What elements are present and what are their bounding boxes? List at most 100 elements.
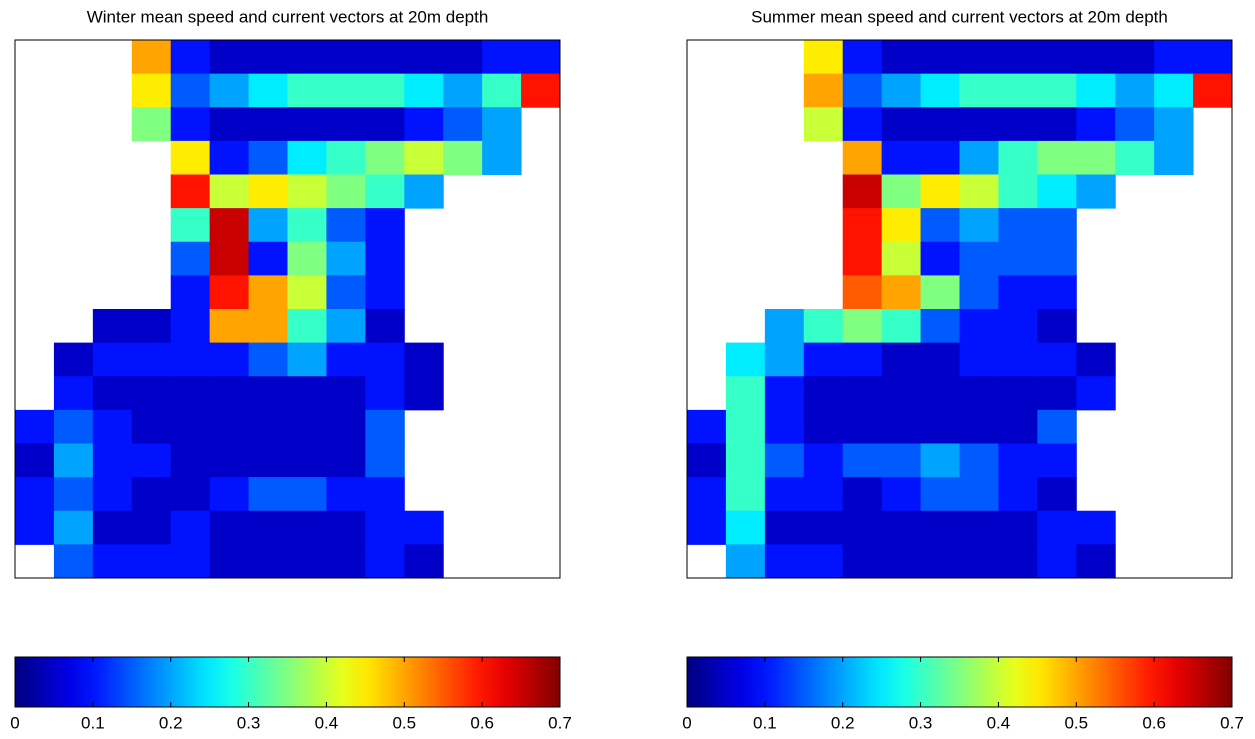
speed-cell: [920, 443, 960, 478]
speed-cell: [1076, 73, 1116, 108]
speed-cell: [842, 342, 883, 377]
speed-cell: [209, 409, 250, 444]
speed-cell: [920, 409, 960, 444]
speed-cell: [998, 443, 1038, 478]
speed-cell: [365, 409, 405, 444]
speed-cell: [1154, 73, 1194, 108]
speed-cell: [15, 510, 55, 545]
speed-cell: [170, 174, 211, 209]
colorbar-tick-label: 0: [10, 713, 19, 732]
speed-cell: [1076, 107, 1116, 142]
speed-cell: [764, 477, 805, 512]
speed-cell: [803, 342, 844, 377]
colorbar-tick-label: 0.4: [987, 713, 1011, 732]
speed-cell: [287, 477, 327, 512]
speed-cell: [1037, 309, 1077, 344]
speed-cell: [365, 140, 405, 175]
speed-cell: [920, 376, 960, 411]
speed-cell: [209, 342, 250, 377]
speed-cell: [443, 107, 483, 142]
speed-cell: [1037, 443, 1077, 478]
speed-cell: [1037, 140, 1077, 175]
speed-cell: [248, 275, 288, 310]
speed-cell: [959, 208, 999, 243]
speed-cell: [326, 544, 366, 579]
speed-cell: [326, 409, 366, 444]
colorbar-tick-label: 0.3: [237, 713, 261, 732]
speed-cell: [803, 40, 844, 75]
speed-cell: [287, 208, 327, 243]
speed-cell: [248, 477, 288, 512]
speed-cell: [1115, 140, 1155, 175]
speed-cell: [209, 376, 250, 411]
speed-cell: [959, 40, 999, 75]
speed-cell: [881, 342, 922, 377]
speed-cell: [209, 73, 250, 108]
speed-cell: [1076, 510, 1116, 545]
speed-cell: [482, 40, 522, 75]
speed-cell: [1115, 107, 1155, 142]
speed-cell: [443, 40, 483, 75]
speed-cell: [365, 510, 405, 545]
speed-cell: [998, 510, 1038, 545]
speed-cell: [248, 241, 288, 276]
speed-cell: [1037, 241, 1077, 276]
speed-cell: [287, 409, 327, 444]
speed-cell: [998, 208, 1038, 243]
speed-cell: [920, 342, 960, 377]
speed-cell: [959, 140, 999, 175]
speed-cell: [287, 73, 327, 108]
speed-cell: [1154, 40, 1194, 75]
speed-cell: [998, 107, 1038, 142]
speed-cell: [1037, 510, 1077, 545]
speed-cell: [881, 73, 922, 108]
speed-cell: [92, 443, 133, 478]
panel-title: Winter mean speed and current vectors at…: [87, 7, 489, 26]
speed-cell: [248, 443, 288, 478]
speed-cell: [764, 342, 805, 377]
speed-cell: [365, 477, 405, 512]
speed-cell: [287, 241, 327, 276]
speed-cell: [881, 443, 922, 478]
speed-cell: [92, 477, 133, 512]
speed-cell: [920, 309, 960, 344]
speed-cell: [881, 409, 922, 444]
speed-cell: [326, 510, 366, 545]
speed-cell: [326, 376, 366, 411]
panel-title: Summer mean speed and current vectors at…: [751, 7, 1168, 26]
speed-cell: [687, 443, 727, 478]
speed-cell: [881, 309, 922, 344]
speed-cell: [881, 40, 922, 75]
speed-cell: [248, 510, 288, 545]
speed-cell: [803, 309, 844, 344]
speed-cell: [1037, 208, 1077, 243]
speed-cell: [1193, 73, 1233, 108]
speed-cell: [998, 73, 1038, 108]
speed-cell: [881, 107, 922, 142]
axes-frame: [686, 39, 1233, 579]
speed-cell: [209, 544, 250, 579]
speed-cell: [1076, 140, 1116, 175]
speed-cell: [53, 544, 94, 579]
speed-cell: [170, 309, 211, 344]
speed-cell: [365, 107, 405, 142]
speed-cell: [1154, 140, 1194, 175]
speed-cell: [1076, 342, 1116, 377]
speed-cell: [842, 309, 883, 344]
speed-cell: [131, 309, 172, 344]
speed-cell: [1037, 73, 1077, 108]
speed-cell: [326, 140, 366, 175]
speed-cell: [920, 140, 960, 175]
speed-cell: [920, 40, 960, 75]
colorbar-tick-label: 0.7: [1220, 713, 1244, 732]
speed-cell: [959, 107, 999, 142]
speed-cell: [1076, 40, 1116, 75]
colorbar-tick-label: 0.2: [831, 713, 855, 732]
speed-cell: [209, 309, 250, 344]
speed-cell: [365, 208, 405, 243]
speed-cell: [482, 73, 522, 108]
speed-cell: [687, 409, 727, 444]
speed-cell: [764, 309, 805, 344]
speed-cell: [687, 510, 727, 545]
speed-cell: [959, 376, 999, 411]
